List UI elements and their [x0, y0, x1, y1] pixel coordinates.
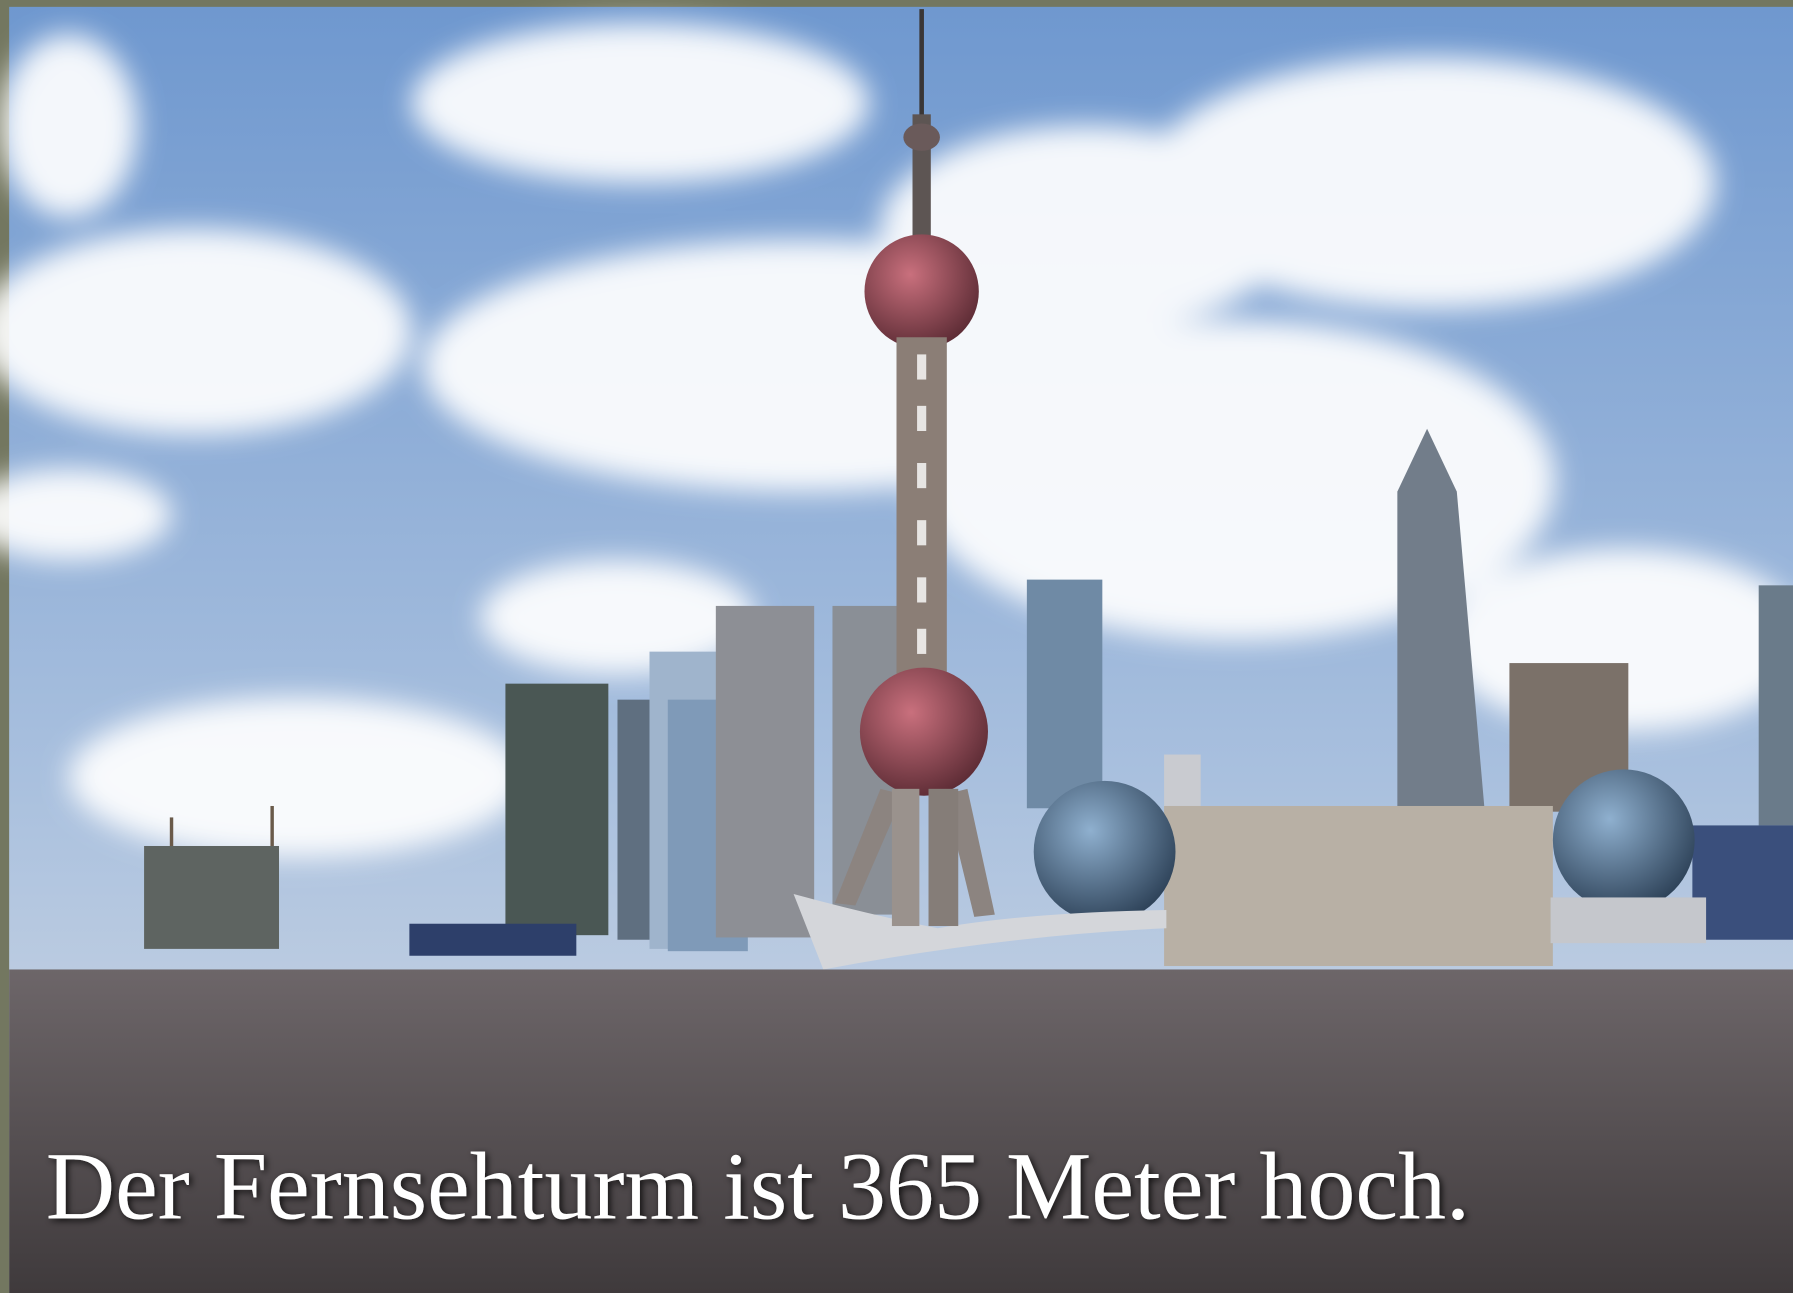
caption: Der Fernsehturm ist 365 Meter hoch. — [46, 1133, 1470, 1240]
skyline — [144, 428, 1793, 970]
clouds — [0, 22, 1793, 858]
tv-tower — [834, 9, 995, 927]
river — [9, 969, 1793, 1293]
